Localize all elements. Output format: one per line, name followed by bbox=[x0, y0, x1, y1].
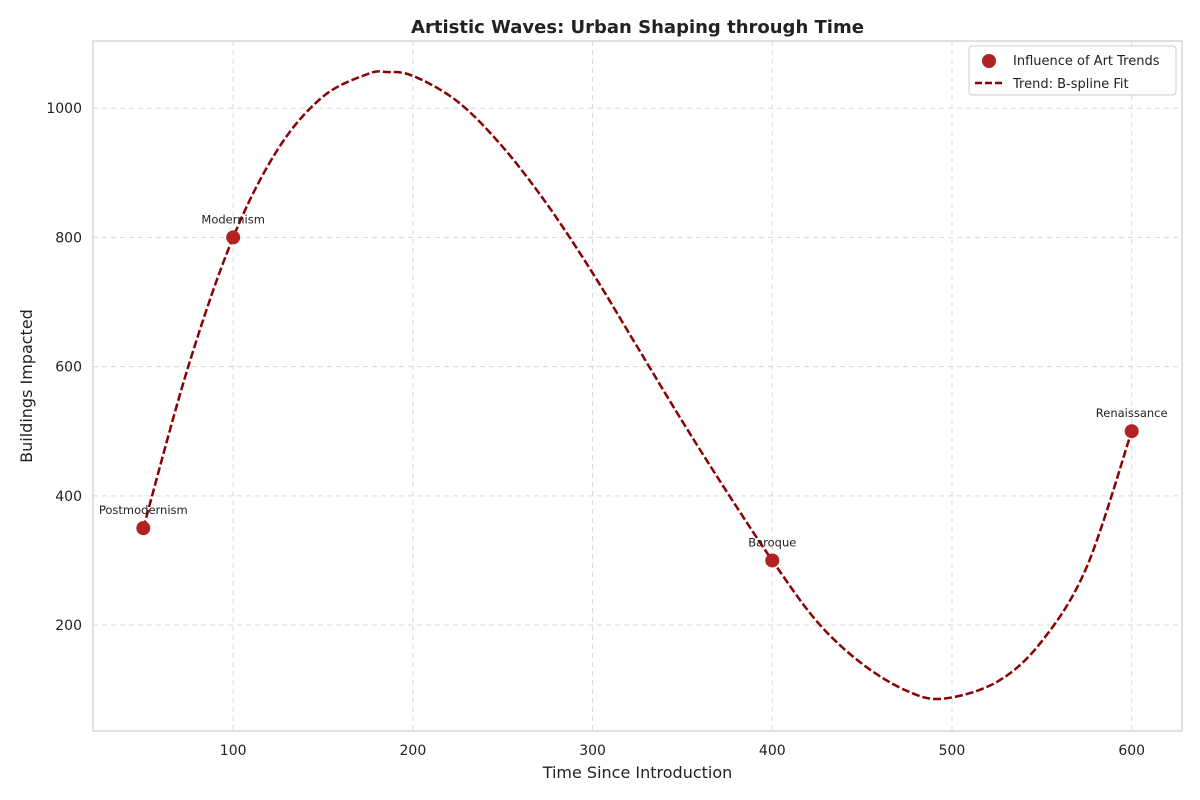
points-layer: Postmodernism Modernism Baroque Renaissance bbox=[99, 212, 1168, 568]
data-point-label: Renaissance bbox=[1096, 406, 1168, 420]
legend-box bbox=[968, 45, 1177, 96]
data-point bbox=[1124, 424, 1139, 439]
x-tick-label: 200 bbox=[400, 743, 427, 759]
legend: Influence of Art Trends Trend: B-spline … bbox=[968, 45, 1177, 96]
y-tick-label: 600 bbox=[55, 360, 82, 376]
x-tick-label: 300 bbox=[579, 743, 606, 759]
x-tick-label: 600 bbox=[1118, 743, 1145, 759]
y-tick-label: 1000 bbox=[46, 101, 82, 117]
y-tick-label: 200 bbox=[55, 618, 82, 634]
x-axis-label: Time Since Introduction bbox=[542, 763, 733, 782]
data-point bbox=[136, 521, 151, 536]
y-tick-label: 400 bbox=[55, 489, 82, 505]
data-point bbox=[226, 230, 241, 245]
trend-line bbox=[142, 70, 1133, 701]
x-tick-label: 400 bbox=[759, 743, 786, 759]
x-tick-label: 500 bbox=[939, 743, 966, 759]
legend-label-line: Trend: B-spline Fit bbox=[1012, 77, 1129, 92]
y-axis-label: Buildings Impacted bbox=[17, 309, 36, 463]
data-point bbox=[765, 553, 780, 568]
plot-frame bbox=[92, 40, 1183, 732]
chart-title: Artistic Waves: Urban Shaping through Ti… bbox=[411, 17, 864, 38]
legend-marker-scatter bbox=[982, 54, 996, 68]
x-tick-label: 100 bbox=[220, 743, 247, 759]
data-point-label: Modernism bbox=[201, 212, 265, 226]
ticks: 100 200 300 400 500 600 200 400 600 800 1000 bbox=[46, 101, 1145, 759]
data-point-label: Postmodernism bbox=[99, 503, 188, 517]
y-tick-label: 800 bbox=[55, 230, 82, 246]
grid bbox=[93, 41, 1182, 731]
trend-line-layer bbox=[142, 70, 1133, 701]
legend-label-scatter: Influence of Art Trends bbox=[1013, 54, 1160, 69]
data-point-label: Baroque bbox=[748, 535, 796, 549]
